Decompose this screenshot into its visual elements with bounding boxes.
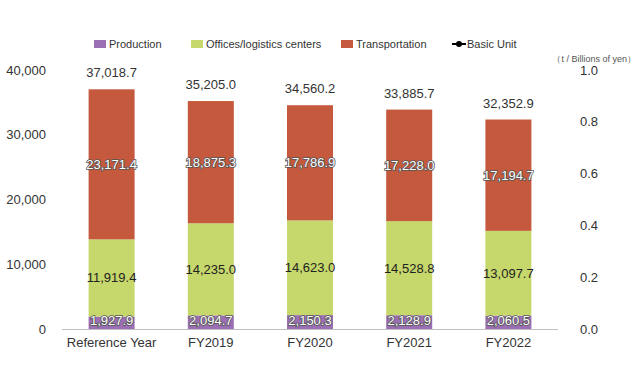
y-tick [59,199,62,200]
total-label: 35,205.0 [185,77,236,92]
y2-axis-label: （t / Billions of yen） [552,54,636,64]
y2-tick-label: 1.0 [580,63,598,78]
y2-tick [558,121,561,122]
y-tick-label: 30,000 [6,127,46,142]
total-label: 32,352.9 [483,96,534,111]
y2-tick-label: 0.6 [580,166,598,181]
legend-label: Production [109,38,162,50]
data-label: 14,528.8 [384,261,435,276]
data-label: 14,235.0 [185,262,236,277]
y2-tick [558,277,561,278]
y-tick-label: 20,000 [6,192,46,207]
y2-tick [558,329,561,330]
y2-tick-label: 0.4 [580,218,598,233]
legend-swatch [191,40,203,48]
data-label: 17,194.7 [483,168,534,183]
y2-tick [558,225,561,226]
data-label: 17,228.0 [384,158,435,173]
total-label: 33,885.7 [384,86,435,101]
legend-marker [456,41,462,47]
y2-tick-label: 0.8 [580,114,598,129]
chart: 0 10,000 20,000 30,000 40,000 0.0 0.2 0.4 0.6 0.8… [0,0,640,384]
x-tick-label: FY2022 [486,335,532,350]
y-tick [59,264,62,265]
y-tick [59,70,62,71]
legend-label: Basic Unit [467,38,517,50]
x-tick-label: FY2020 [287,335,333,350]
data-label: 14,623.0 [285,260,336,275]
x-axis [62,329,558,330]
data-label: 2,128.9 [388,313,431,328]
data-label: 18,875.3 [185,155,236,170]
y2-tick-label: 0.2 [580,270,598,285]
y2-tick [558,70,561,71]
data-label: 1,927.9 [90,313,133,328]
legend-label: Transportation [356,38,427,50]
total-label: 34,560.2 [285,81,336,96]
y2-tick-label: 0.0 [580,322,598,337]
data-label: 2,094.7 [189,313,232,328]
x-tick-label: FY2021 [386,335,432,350]
bars [89,89,532,329]
y-tick [59,134,62,135]
y2-tick [558,173,561,174]
y-tick-label: 40,000 [6,63,46,78]
total-label: 37,018.7 [86,65,137,80]
y-tick-label: 0 [39,322,46,337]
y-tick-label: 10,000 [6,257,46,272]
x-tick-label: Reference Year [67,335,157,350]
data-label: 2,150.3 [288,313,331,328]
data-label: 13,097.7 [483,266,534,281]
data-labels: 1,927.9 2,094.7 2,150.3 2,128.9 2,060.5 11,91… [86,155,533,328]
data-label: 17,786.9 [285,155,336,170]
data-label: 2,060.5 [487,313,530,328]
x-tick-label: FY2019 [188,335,234,350]
legend-swatch [341,40,353,48]
y-tick [59,329,62,330]
legend-label: Offices/logistics centers [206,38,322,50]
data-label: 23,171.4 [86,157,137,172]
data-label: 11,919.4 [87,270,137,285]
legend-swatch [94,40,106,48]
